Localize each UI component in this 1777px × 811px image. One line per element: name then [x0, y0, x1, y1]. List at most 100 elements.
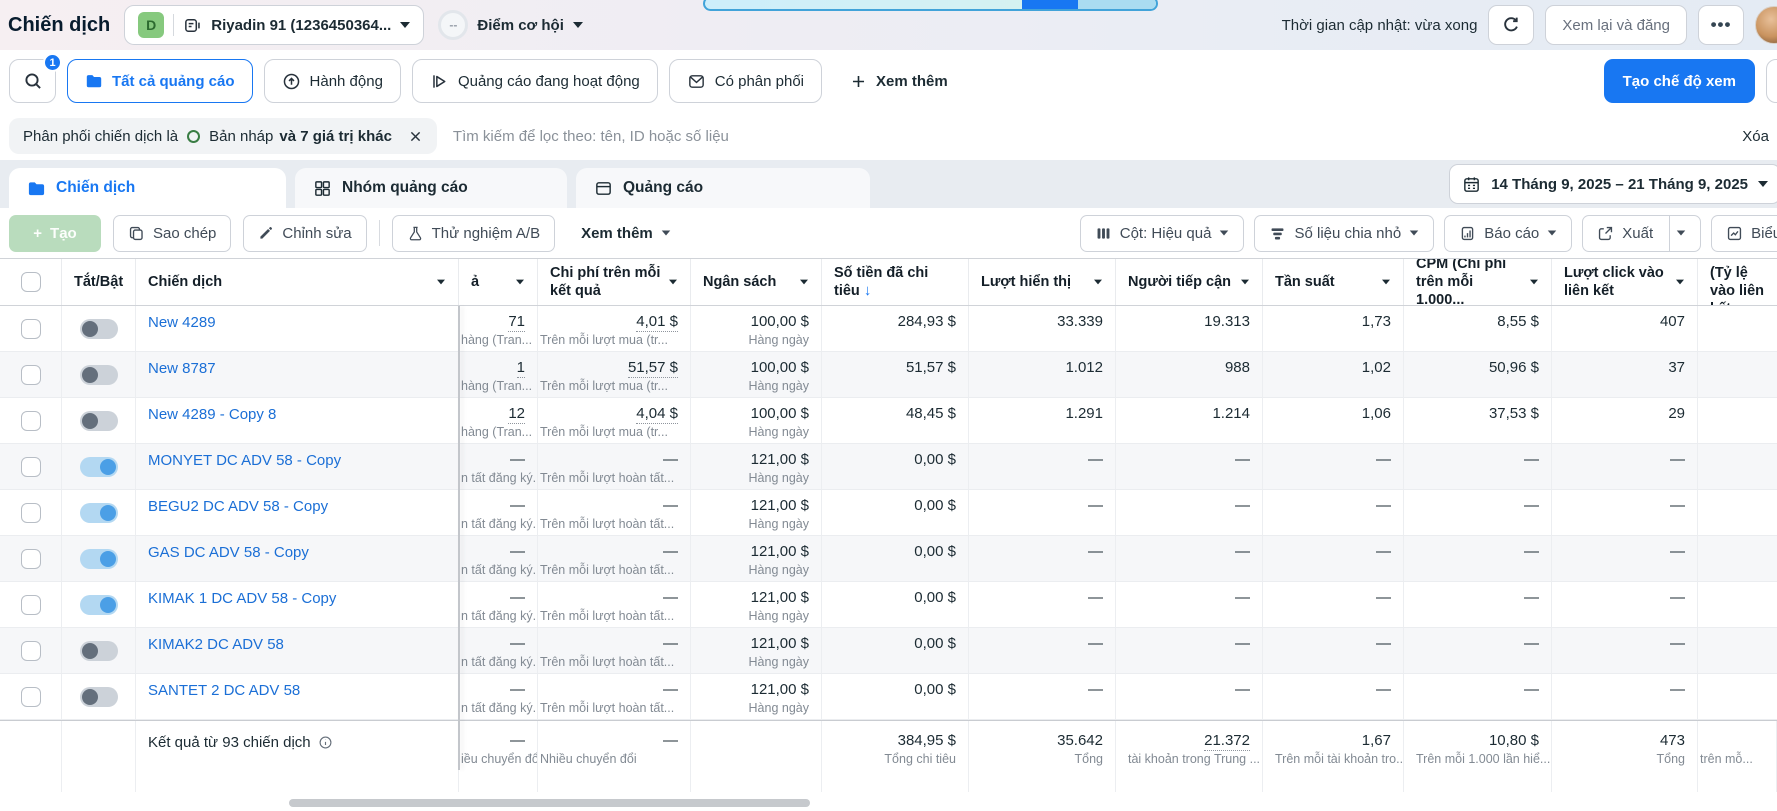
results-value[interactable]: —	[510, 589, 525, 606]
search-filter-button[interactable]: 1	[9, 53, 62, 103]
results-value[interactable]: 71	[508, 313, 525, 332]
row-checkbox[interactable]	[20, 410, 41, 431]
filter-all-ads[interactable]: Tất cả quảng cáo	[67, 59, 253, 103]
select-all-checkbox[interactable]	[20, 272, 41, 292]
campaign-link[interactable]: New 4289	[148, 314, 216, 331]
results-value[interactable]: —	[510, 681, 525, 698]
campaign-link[interactable]: MONYET DC ADV 58 - Copy	[148, 452, 342, 469]
tab-campaigns[interactable]: Chiến dịch	[9, 168, 286, 208]
campaign-toggle[interactable]	[79, 548, 118, 569]
cost-per-result-value[interactable]: 4,01 $	[636, 313, 678, 332]
create-view-button[interactable]: Tạo chế độ xem	[1603, 59, 1755, 103]
row-checkbox[interactable]	[20, 502, 41, 523]
cost-per-result-value[interactable]: 4,04 $	[636, 405, 678, 424]
results-sub-label: n tất đăng ký...	[461, 701, 538, 715]
col-header-budget[interactable]: Ngân sách	[691, 259, 822, 305]
remove-filter-icon[interactable]	[408, 129, 423, 144]
horizontal-scrollbar[interactable]	[289, 799, 810, 807]
create-label: Tạo	[50, 224, 77, 242]
filter-had-delivery[interactable]: Có phân phối	[668, 59, 823, 103]
row-checkbox[interactable]	[20, 594, 41, 615]
footer-ctr-cell: trên mỗ...	[1698, 721, 1777, 792]
cost-per-result-value[interactable]: —	[663, 497, 678, 514]
col-header-reach[interactable]: Người tiếp cận	[1116, 259, 1263, 305]
results-value[interactable]: 1	[516, 359, 525, 378]
campaign-link[interactable]: SANTET 2 DC ADV 58	[148, 682, 301, 699]
row-checkbox[interactable]	[20, 686, 41, 707]
frequency-cell: 1,06	[1263, 398, 1404, 443]
see-more-actions-button[interactable]: Xem thêm	[567, 214, 685, 252]
row-checkbox[interactable]	[20, 318, 41, 339]
ab-test-button[interactable]: Thử nghiệm A/B	[391, 214, 556, 252]
col-header-campaign[interactable]: Chiến dịch	[136, 259, 459, 305]
results-value[interactable]: 12	[508, 405, 525, 424]
row-checkbox[interactable]	[20, 364, 41, 385]
campaign-toggle[interactable]	[79, 456, 118, 477]
see-more-filters-button[interactable]: Xem thêm	[833, 59, 965, 103]
edit-button[interactable]: Chỉnh sửa	[243, 214, 367, 252]
cpm-value: 8,55 $	[1497, 313, 1539, 330]
footer-reach-value[interactable]: 21.372	[1204, 732, 1250, 751]
campaign-link[interactable]: KIMAK 1 DC ADV 58 - Copy	[148, 590, 337, 607]
info-icon[interactable]	[318, 735, 333, 750]
cost-per-result-value[interactable]: —	[663, 451, 678, 468]
filter-search-input[interactable]	[452, 127, 1727, 145]
col-header-impressions[interactable]: Lượt hiển thị	[969, 259, 1116, 305]
profile-avatar[interactable]	[1755, 6, 1777, 44]
col-header-cost-per-result[interactable]: Chi phí trên mỗi kết quả	[538, 259, 691, 305]
delivery-filter-chip[interactable]: Phân phối chiến dịch là Bản nháp và 7 gi…	[9, 118, 437, 154]
refresh-button[interactable]	[1488, 5, 1535, 45]
results-value[interactable]: —	[510, 543, 525, 560]
campaign-toggle[interactable]	[79, 502, 118, 523]
campaign-toggle[interactable]	[79, 686, 118, 707]
report-button[interactable]: Báo cáo	[1444, 214, 1573, 252]
cost-per-result-value[interactable]: —	[663, 635, 678, 652]
duplicate-button[interactable]: Sao chép	[113, 214, 232, 252]
cost-per-result-value[interactable]: —	[663, 681, 678, 698]
campaign-link[interactable]: KIMAK2 DC ADV 58	[148, 636, 284, 653]
review-and-publish-button[interactable]: Xem lại và đăng	[1545, 5, 1687, 45]
tab-ads[interactable]: Quảng cáo	[576, 168, 870, 208]
campaign-toggle[interactable]	[79, 318, 118, 339]
opportunity-score[interactable]: -- Điểm cơ hội	[438, 10, 583, 40]
col-header-cpm[interactable]: CPM (Chi phí trên mỗi 1.000...	[1404, 259, 1552, 305]
campaign-link[interactable]: New 4289 - Copy 8	[148, 406, 277, 423]
results-value[interactable]: —	[510, 635, 525, 652]
breakdown-button[interactable]: Số liệu chia nhỏ	[1254, 214, 1435, 252]
more-options-button[interactable]: •••	[1698, 5, 1744, 45]
opportunity-score-ring: --	[438, 10, 469, 40]
cost-per-result-value[interactable]: —	[663, 589, 678, 606]
cost-per-result-value[interactable]: 51,57 $	[627, 359, 678, 378]
row-checkbox[interactable]	[20, 548, 41, 569]
campaign-name-cell: KIMAK2 DC ADV 58	[136, 628, 459, 673]
col-header-frequency[interactable]: Tần suất	[1263, 259, 1404, 305]
row-checkbox[interactable]	[20, 640, 41, 661]
date-range-picker[interactable]: 14 Tháng 9, 2025 – 21 Tháng 9, 2025	[1449, 164, 1777, 204]
filter-actions[interactable]: Hành động	[263, 59, 401, 103]
campaign-link[interactable]: GAS DC ADV 58 - Copy	[148, 544, 309, 561]
ad-account-selector[interactable]: D Riyadin 91 (1236450364...	[124, 5, 425, 45]
campaign-toggle[interactable]	[79, 410, 118, 431]
col-header-link-clicks[interactable]: Lượt click vào liên kết	[1552, 259, 1698, 305]
cost-per-result-value[interactable]: —	[663, 543, 678, 560]
clear-filters-button[interactable]: Xóa	[1742, 127, 1769, 145]
results-value[interactable]: —	[510, 451, 525, 468]
create-campaign-button[interactable]: + Tạo	[9, 214, 101, 252]
row-checkbox[interactable]	[20, 456, 41, 477]
campaign-toggle[interactable]	[79, 640, 118, 661]
col-header-amount-spent[interactable]: Số tiền đã chi tiêu ↓	[822, 259, 969, 305]
filter-active-ads[interactable]: Quảng cáo đang hoạt động	[411, 59, 658, 103]
results-value[interactable]: —	[510, 497, 525, 514]
campaign-toggle[interactable]	[79, 364, 118, 385]
col-header-results[interactable]: ả	[459, 259, 538, 305]
columns-button[interactable]: Cột: Hiệu quả	[1079, 214, 1245, 252]
export-button[interactable]: Xuất	[1582, 214, 1702, 252]
charts-button[interactable]: Biểu đồ	[1711, 214, 1777, 252]
campaign-link[interactable]: BEGU2 DC ADV 58 - Copy	[148, 498, 329, 515]
view-settings-button[interactable]	[1766, 59, 1777, 103]
campaign-link[interactable]: New 8787	[148, 360, 216, 377]
tab-ad-sets[interactable]: Nhóm quảng cáo	[295, 168, 567, 208]
campaign-toggle[interactable]	[79, 594, 118, 615]
cpm-cell: —	[1404, 490, 1552, 535]
